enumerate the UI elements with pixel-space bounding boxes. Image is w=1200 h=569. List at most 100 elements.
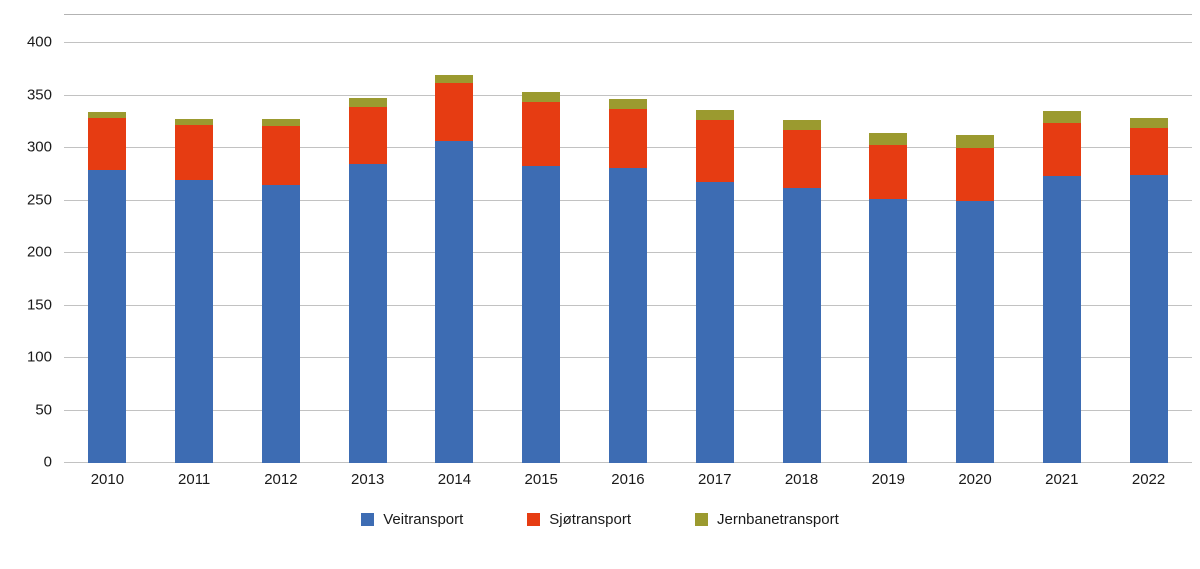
bar-segment — [175, 118, 214, 125]
bar-segment — [261, 125, 300, 185]
x-tick-label: 2020 — [958, 471, 992, 488]
bar-segment — [435, 140, 474, 463]
y-tick-label: 350 — [26, 86, 52, 103]
bar-stack — [695, 43, 734, 463]
bar-segment — [1042, 122, 1081, 177]
legend-item: Jernbanetransport — [695, 512, 839, 527]
bar-segment — [88, 117, 127, 171]
bar-stack — [1129, 43, 1168, 463]
x-tick-label: 2018 — [784, 471, 819, 488]
bar-segment — [608, 167, 647, 463]
legend-swatch-icon — [361, 513, 375, 526]
bar-segment — [782, 187, 821, 463]
bar-segment — [1042, 176, 1081, 463]
bar-stack — [608, 43, 647, 463]
bar-group-2014 — [411, 43, 498, 463]
legend-item: Sjøtransport — [527, 512, 631, 527]
bar-group-2019 — [845, 43, 932, 463]
plot-area — [64, 42, 1192, 463]
bar-stack — [1042, 43, 1081, 463]
x-tick-label: 2015 — [524, 471, 558, 488]
bar-segment — [522, 92, 561, 102]
bar-segment — [522, 165, 561, 463]
bar-segment — [1129, 117, 1168, 129]
bar-segment — [695, 119, 734, 182]
bar-segment — [782, 119, 821, 131]
x-tick-label: 2014 — [437, 471, 472, 488]
plot-outer — [64, 14, 1192, 463]
bar-segment — [956, 200, 995, 463]
bar-group-2018 — [758, 43, 845, 463]
bar-segment — [522, 101, 561, 166]
bar-group-2020 — [932, 43, 1019, 463]
bar-stack — [175, 43, 214, 463]
legend-item: Veitransport — [361, 512, 463, 527]
bar-stack — [782, 43, 821, 463]
bar-segment — [869, 133, 908, 145]
y-axis: 0 50 100 150 200 250 300 350 400 — [0, 14, 64, 470]
bar-segment — [1129, 175, 1168, 463]
bar-group-2021 — [1018, 43, 1105, 463]
x-tick-label: 2016 — [611, 471, 645, 488]
y-tick-label: 300 — [26, 138, 52, 156]
x-tick-label: 2012 — [264, 471, 298, 488]
bar-group-2022 — [1105, 43, 1192, 463]
y-tick-label: 400 — [26, 33, 52, 51]
bar-segment — [175, 179, 214, 463]
bar-stack — [956, 43, 995, 463]
bar-segment — [782, 130, 821, 188]
bar-segment — [695, 181, 734, 463]
bar-segment — [956, 135, 995, 148]
bar-segment — [695, 110, 734, 120]
bar-segment — [435, 82, 474, 141]
chart-row: 0 50 100 150 200 250 300 350 400 — [0, 14, 1200, 470]
bar-segment — [956, 148, 995, 201]
bar-group-2011 — [151, 43, 238, 463]
legend-label: Sjøtransport — [549, 511, 631, 528]
bar-segment — [175, 124, 214, 180]
bar-stack — [522, 43, 561, 463]
y-tick-label: 250 — [26, 191, 52, 208]
bar-group-2016 — [585, 43, 672, 463]
legend: Veitransport Sjøtransport Jernbanetranspor… — [0, 512, 1200, 527]
legend-label: Veitransport — [383, 511, 464, 528]
bars-layer — [64, 43, 1192, 463]
bar-segment — [348, 163, 387, 463]
x-tick-label: 2021 — [1045, 471, 1079, 488]
y-tick-label: 100 — [26, 348, 52, 366]
bar-segment — [869, 144, 908, 200]
bar-group-2017 — [671, 43, 758, 463]
y-tick-label: 150 — [26, 296, 52, 313]
bar-stack — [261, 43, 300, 463]
bar-segment — [608, 109, 647, 168]
y-tick-label: 50 — [35, 401, 52, 418]
legend-swatch-icon — [695, 513, 708, 526]
bar-segment — [435, 74, 474, 83]
bar-segment — [608, 98, 647, 110]
bar-stack — [435, 43, 474, 463]
legend-swatch-icon — [527, 513, 541, 526]
gridline — [64, 94, 1192, 96]
legend-label: Jernbanetransport — [717, 511, 839, 528]
bar-segment — [348, 97, 387, 108]
bar-group-2013 — [324, 43, 411, 463]
bar-stack — [88, 43, 127, 463]
bar-segment — [1042, 111, 1081, 123]
y-axis-labels: 0 50 100 150 200 250 300 350 400 — [0, 35, 64, 470]
x-tick-label: 2022 — [1131, 471, 1166, 488]
bar-segment — [261, 118, 300, 126]
bar-group-2015 — [498, 43, 585, 463]
bar-group-2010 — [64, 43, 151, 463]
x-tick-label: 2013 — [350, 471, 385, 488]
bar-group-2012 — [238, 43, 325, 463]
x-tick-label: 2011 — [178, 471, 211, 488]
bar-stack — [869, 43, 908, 463]
bar-segment — [348, 107, 387, 164]
bar-segment — [88, 112, 127, 118]
bar-stack — [348, 43, 387, 463]
bar-segment — [1129, 128, 1168, 176]
y-tick-label: 0 — [43, 453, 52, 471]
gridline — [64, 42, 1192, 43]
x-tick-label: 2019 — [871, 471, 905, 488]
